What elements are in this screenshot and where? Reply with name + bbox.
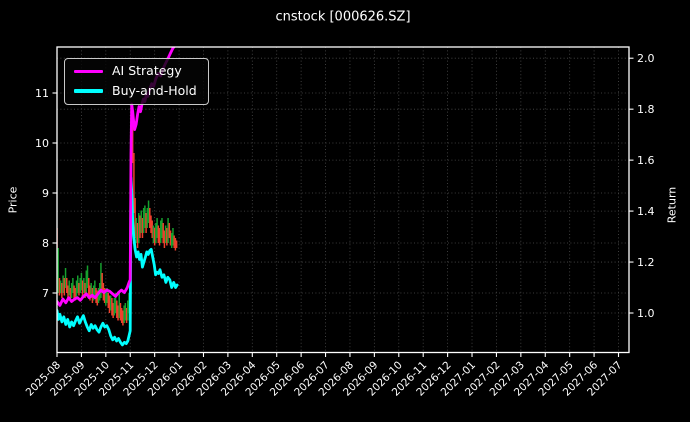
right-tick-label: 1.6 [637,154,655,167]
left-tick-label: 9 [42,187,49,200]
right-tick-label: 1.8 [637,103,655,116]
series-buy-and-hold [57,176,179,347]
left-tick-label: 10 [35,137,49,150]
plot-frame [56,46,630,354]
left-tick-label: 8 [42,237,49,250]
buy-and-hold-line-swatch [74,89,103,93]
legend-item-ai-strategy: AI Strategy [74,63,199,78]
tick-marks [52,57,634,357]
right-tick-label: 1.4 [637,205,655,218]
left-tick-label: 7 [42,287,49,300]
right-tick-label: 1.0 [637,307,655,320]
left-tick-label: 11 [35,87,49,100]
legend-label-ai-strategy: AI Strategy [112,63,182,78]
price-bars [57,105,178,326]
right-tick-label: 2.0 [637,52,655,65]
chart-title: cnstock [000626.SZ] [275,9,411,25]
right-tick-label: 1.2 [637,256,655,269]
ai-strategy-line-swatch [74,69,103,73]
gridlines [56,47,629,353]
legend: AI Strategy Buy-and-Hold [64,58,209,105]
legend-label-buy-and-hold: Buy-and-Hold [112,82,197,98]
legend-item-buy-and-hold: Buy-and-Hold [74,82,199,98]
